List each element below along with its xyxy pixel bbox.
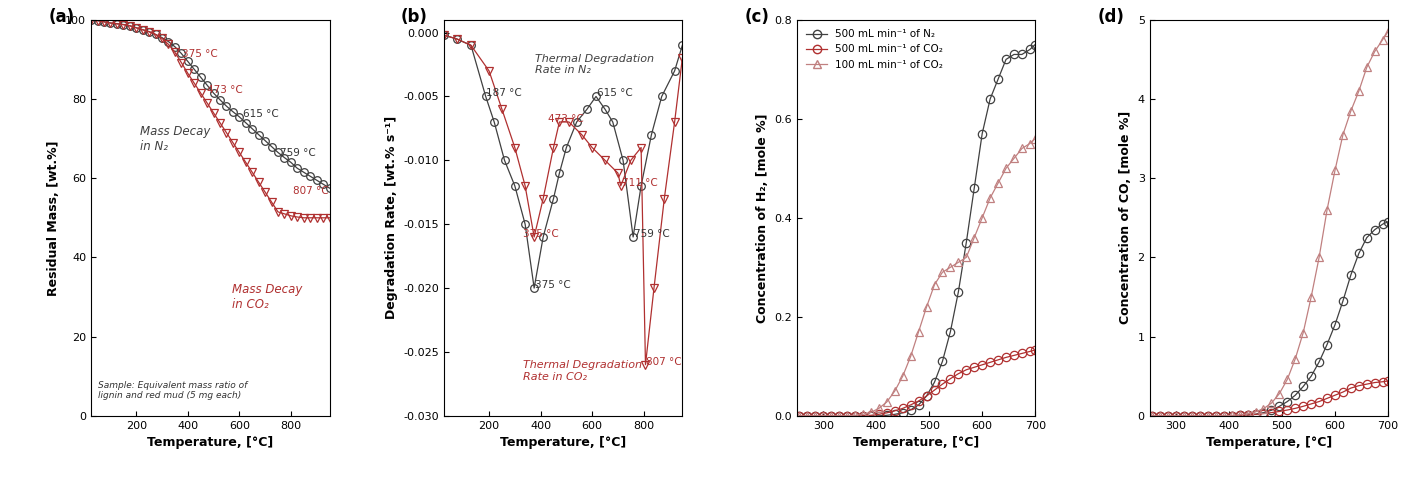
Text: 375 °C: 375 °C (182, 50, 217, 59)
Text: 375 °C: 375 °C (523, 229, 558, 239)
Text: 615 °C: 615 °C (597, 89, 632, 99)
Text: 807 °C: 807 °C (646, 357, 681, 367)
Text: 375 °C: 375 °C (536, 280, 571, 290)
Y-axis label: Degradation Rate, [wt.% s⁻¹]: Degradation Rate, [wt.% s⁻¹] (384, 116, 398, 319)
Text: 187 °C: 187 °C (486, 89, 522, 99)
Text: 759 °C: 759 °C (280, 148, 315, 158)
Text: (c): (c) (744, 8, 770, 26)
X-axis label: Temperature, [°C]: Temperature, [°C] (1206, 436, 1332, 449)
X-axis label: Temperature, [°C]: Temperature, [°C] (852, 436, 979, 449)
Text: Sample: Equivalent mass ratio of
lignin and red mud (5 mg each): Sample: Equivalent mass ratio of lignin … (98, 381, 248, 400)
Text: Thermal Degradation
Rate in N₂: Thermal Degradation Rate in N₂ (536, 54, 655, 75)
Legend: 500 mL min⁻¹ of N₂, 500 mL min⁻¹ of CO₂, 100 mL min⁻¹ of CO₂: 500 mL min⁻¹ of N₂, 500 mL min⁻¹ of CO₂,… (802, 25, 948, 74)
Text: (b): (b) (401, 8, 428, 26)
Text: Mass Decay
in N₂: Mass Decay in N₂ (140, 125, 210, 152)
Text: 473 °C: 473 °C (548, 114, 585, 124)
Text: (d): (d) (1098, 8, 1124, 26)
Text: 711 °C: 711 °C (621, 178, 658, 188)
Y-axis label: Residual Mass, [wt.%]: Residual Mass, [wt.%] (46, 140, 60, 296)
Text: Mass Decay
in CO₂: Mass Decay in CO₂ (231, 283, 301, 311)
Text: 807 °C: 807 °C (293, 186, 329, 196)
Y-axis label: Concentration of CO, [mole %]: Concentration of CO, [mole %] (1119, 111, 1131, 324)
Text: Thermal Degradation
Rate in CO₂: Thermal Degradation Rate in CO₂ (523, 360, 642, 382)
Text: 759 °C: 759 °C (634, 229, 670, 239)
Text: 473 °C: 473 °C (207, 85, 243, 95)
X-axis label: Temperature, [°C]: Temperature, [°C] (501, 436, 627, 449)
Text: (a): (a) (48, 8, 74, 26)
Y-axis label: Concentration of H₂, [mole %]: Concentration of H₂, [mole %] (756, 113, 768, 323)
Text: 615 °C: 615 °C (243, 109, 279, 119)
X-axis label: Temperature, [°C]: Temperature, [°C] (147, 436, 273, 449)
